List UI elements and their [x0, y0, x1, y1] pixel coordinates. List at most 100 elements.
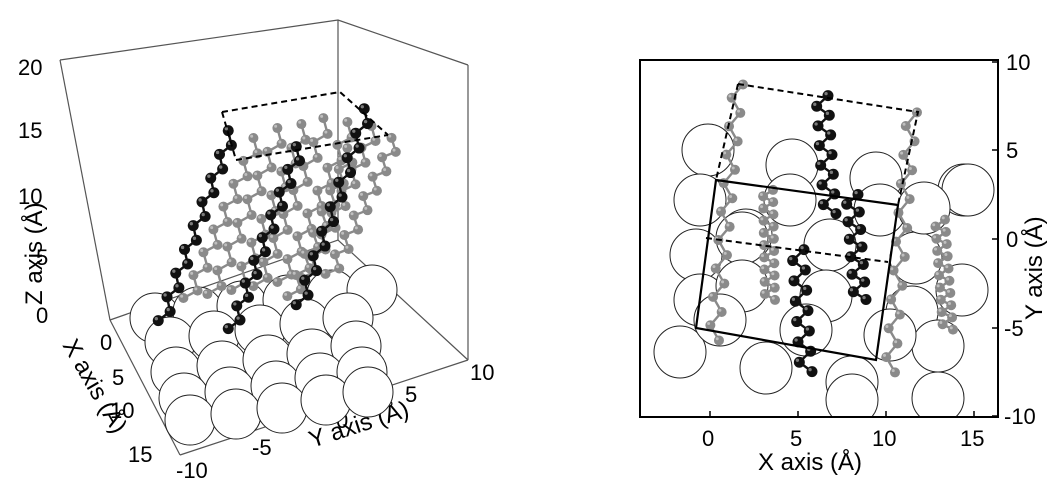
- carbon-atom-grey: [769, 246, 780, 257]
- carbon-atom-dark: [208, 187, 220, 199]
- carbon-atom-grey: [343, 244, 354, 255]
- carbon-atom-dark: [307, 250, 319, 262]
- carbon-atom-dark: [788, 275, 800, 287]
- carbon-atom-grey: [889, 367, 900, 378]
- atom-highlight: [817, 161, 821, 165]
- carbon-atom-grey: [759, 240, 770, 251]
- atom-highlight: [769, 198, 773, 202]
- atom-highlight: [294, 233, 298, 237]
- carbon-atom-grey: [729, 164, 740, 175]
- atom-highlight: [268, 191, 272, 195]
- atom-highlight: [707, 322, 711, 326]
- atom-highlight: [760, 229, 764, 233]
- carbon-atom-dark: [187, 220, 199, 232]
- carbon-atom-dark: [259, 246, 271, 258]
- carbon-atom-grey: [886, 294, 897, 305]
- carbon-atom-grey: [769, 294, 780, 305]
- atom-highlight: [200, 249, 204, 253]
- unit-cell-dashed-outline: [737, 83, 920, 206]
- atom-highlight: [803, 286, 807, 290]
- carbon-atom-grey: [721, 149, 732, 160]
- carbon-atom-grey: [236, 233, 247, 244]
- carbon-atom-grey: [350, 179, 361, 190]
- atom-highlight: [270, 225, 274, 229]
- carbon-atom-grey: [904, 194, 915, 205]
- atom-highlight: [902, 122, 906, 126]
- carbon-atom-grey: [945, 287, 956, 298]
- carbon-atom-dark: [256, 232, 268, 244]
- atom-highlight: [933, 247, 937, 251]
- atom-highlight: [761, 278, 765, 282]
- carbon-atom-grey: [282, 224, 293, 235]
- atom-highlight: [274, 124, 278, 128]
- atom-highlight: [360, 105, 364, 109]
- carbon-atom-grey: [222, 217, 233, 228]
- atom-highlight: [844, 218, 848, 222]
- atom-highlight: [372, 137, 376, 141]
- right-unit-cells: [694, 83, 920, 362]
- carbon-atom-grey: [222, 241, 233, 252]
- atom-highlight: [369, 173, 373, 177]
- carbon-atom-grey: [202, 262, 213, 273]
- y-tick: -10: [1004, 404, 1036, 429]
- atom-highlight: [941, 216, 945, 220]
- atom-highlight: [322, 270, 326, 274]
- carbon-atom-dark: [205, 172, 217, 184]
- atom-highlight: [210, 189, 214, 193]
- atom-highlight: [301, 250, 305, 254]
- carbon-atom-grey: [340, 201, 351, 212]
- carbon-atom-dark: [856, 241, 868, 253]
- carbon-atom-dark: [299, 274, 311, 286]
- atom-highlight: [267, 211, 271, 215]
- atom-highlight: [175, 284, 179, 288]
- atom-highlight: [284, 226, 288, 230]
- carbon-atom-grey: [192, 285, 203, 296]
- carbon-atom-grey: [768, 209, 779, 220]
- atom-highlight: [760, 241, 764, 245]
- carbon-atom-grey: [333, 164, 344, 175]
- atom-highlight: [832, 210, 836, 214]
- carbon-atom-dark: [276, 200, 288, 212]
- carbon-atom-dark: [285, 178, 297, 190]
- atom-highlight: [373, 187, 377, 191]
- substrate-atom: [653, 325, 707, 379]
- atom-highlight: [935, 272, 939, 276]
- carbon-atom-grey: [727, 193, 738, 204]
- atom-highlight: [908, 166, 912, 170]
- right-y-ticks: 10 5 0 -5 -10: [1004, 50, 1036, 429]
- atom-highlight: [288, 271, 292, 275]
- atom-highlight: [770, 235, 774, 239]
- carbon-atom-grey: [342, 143, 353, 154]
- carbon-atom-grey: [188, 270, 199, 281]
- carbon-atom-dark: [801, 284, 813, 296]
- carbon-atom-grey: [232, 194, 243, 205]
- carbon-atom-dark: [859, 276, 871, 288]
- y-tick: 5: [1006, 138, 1018, 163]
- carbon-atom-dark: [231, 300, 243, 312]
- carbon-atom-dark: [293, 155, 305, 167]
- carbon-atom-dark: [302, 289, 314, 301]
- carbon-atom-grey: [895, 178, 906, 189]
- atom-highlight: [254, 150, 258, 154]
- carbon-atom-grey: [299, 248, 310, 259]
- atom-highlight: [949, 326, 953, 330]
- atom-highlight: [761, 290, 765, 294]
- carbon-atom-grey: [276, 138, 287, 149]
- carbon-atom-dark: [251, 269, 263, 281]
- atom-highlight: [794, 338, 798, 342]
- atom-highlight: [936, 284, 940, 288]
- carbon-atom-grey: [759, 264, 770, 275]
- atom-highlight: [890, 267, 894, 271]
- atom-highlight: [324, 164, 328, 168]
- carbon-atom-dark: [817, 199, 829, 211]
- atom-highlight: [800, 246, 804, 250]
- carbon-atom-grey: [236, 261, 247, 272]
- left-3d-panel: 20 15 10 5 0 Z axis (Å) 0 5 10 15 X axis…: [18, 19, 494, 483]
- carbon-atom-dark: [333, 176, 345, 188]
- carbon-atom-dark: [857, 259, 869, 271]
- atom-highlight: [308, 225, 312, 229]
- carbon-atom-dark: [841, 198, 853, 210]
- x-tick: 10: [110, 398, 134, 423]
- atom-highlight: [934, 259, 938, 263]
- atom-highlight: [301, 276, 305, 280]
